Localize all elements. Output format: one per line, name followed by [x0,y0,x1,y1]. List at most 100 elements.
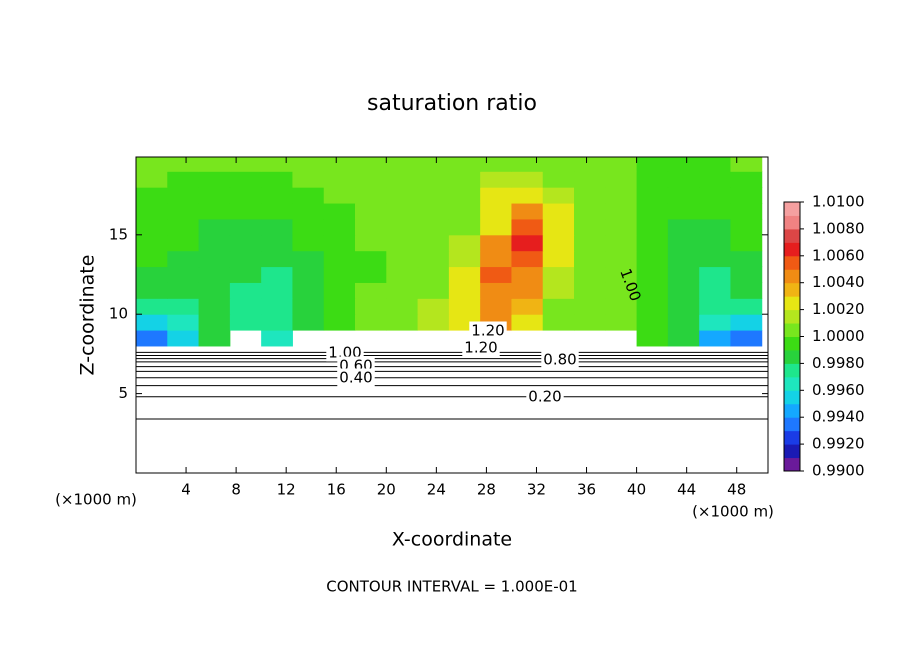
cell [417,218,450,236]
cell [167,250,200,268]
cell [511,234,544,252]
x-tick-label: 4 [181,481,191,499]
cell [480,250,512,268]
cell [480,298,512,315]
cell [480,171,512,188]
y-tick-label: 10 [109,305,128,323]
cell [636,314,669,331]
cell [261,157,293,172]
x-tick-label: 44 [677,481,696,499]
cell [511,203,544,220]
y-axis-label: Z-coordinate [77,255,99,376]
cell [511,250,544,268]
cell [699,234,731,252]
cell [730,187,763,204]
cell [574,298,606,315]
cell [605,314,638,331]
cell [417,298,450,315]
cell [355,203,387,220]
cell [386,218,419,236]
cell [136,218,168,236]
colorbar-swatch [784,390,800,405]
cell [667,330,700,347]
contour-label: 0.40 [339,369,372,387]
colorbar-swatch [784,269,800,284]
cell [136,171,168,188]
cell [730,314,763,331]
cell [730,298,763,315]
cell [323,298,356,315]
cell [292,266,325,283]
cell [480,187,512,204]
cell [136,187,168,204]
cell [574,234,606,252]
contour-label: 0.80 [543,351,576,369]
colorbar-swatch [784,457,800,472]
cell [167,330,200,347]
colorbar-label: 1.0040 [812,273,865,291]
cell [667,187,700,204]
cell [136,157,168,172]
cell [292,187,325,204]
colorbar-label: 0.9940 [812,408,865,426]
colorbar-swatch [784,282,800,297]
colorbar-swatch [784,215,800,230]
colorbar-swatch [784,255,800,270]
colorbar-swatch [784,202,800,216]
cell [730,157,763,172]
cell [542,203,575,220]
colorbar-swatch [784,403,800,418]
cell [229,282,262,299]
cell [198,234,231,252]
cell [699,203,731,220]
cell [229,234,262,252]
cell [699,282,731,299]
cell [667,298,700,315]
cell [292,298,325,315]
cell [636,330,669,347]
cell [730,203,763,220]
cell [417,266,450,283]
cell [167,234,200,252]
cell [448,250,481,268]
cell [667,250,700,268]
colorbar-swatch [784,336,800,351]
cell [136,314,168,331]
contour-label: 1.20 [471,322,504,340]
colorbar-label: 0.9920 [812,435,865,453]
cell [574,187,606,204]
cell [229,314,262,331]
x-tick-label: 36 [577,481,596,499]
cell [605,250,638,268]
cell [605,171,638,188]
cell [605,282,638,299]
cell [511,298,544,315]
label-bg [526,387,564,406]
cell [699,298,731,315]
colorbar-label: 1.0100 [812,193,865,211]
cell [167,203,200,220]
cell [511,218,544,236]
x-tick-label: 16 [327,481,346,499]
cell [636,298,669,315]
cell [198,330,231,347]
y-tick-label: 5 [118,384,128,402]
cell [667,171,700,188]
cell [636,203,669,220]
cell [167,187,200,204]
cell [699,330,731,347]
colorbar-label: 1.0000 [812,327,865,345]
colorbar-swatch [784,349,800,364]
cell [229,187,262,204]
cell [198,282,231,299]
cell [605,266,638,283]
cell [198,157,231,172]
cell [198,203,231,220]
cell [355,234,387,252]
cell [448,218,481,236]
cell [636,218,669,236]
cell [229,250,262,268]
cell [136,330,168,347]
contour-label: 0.20 [528,388,561,406]
cell [667,157,700,172]
